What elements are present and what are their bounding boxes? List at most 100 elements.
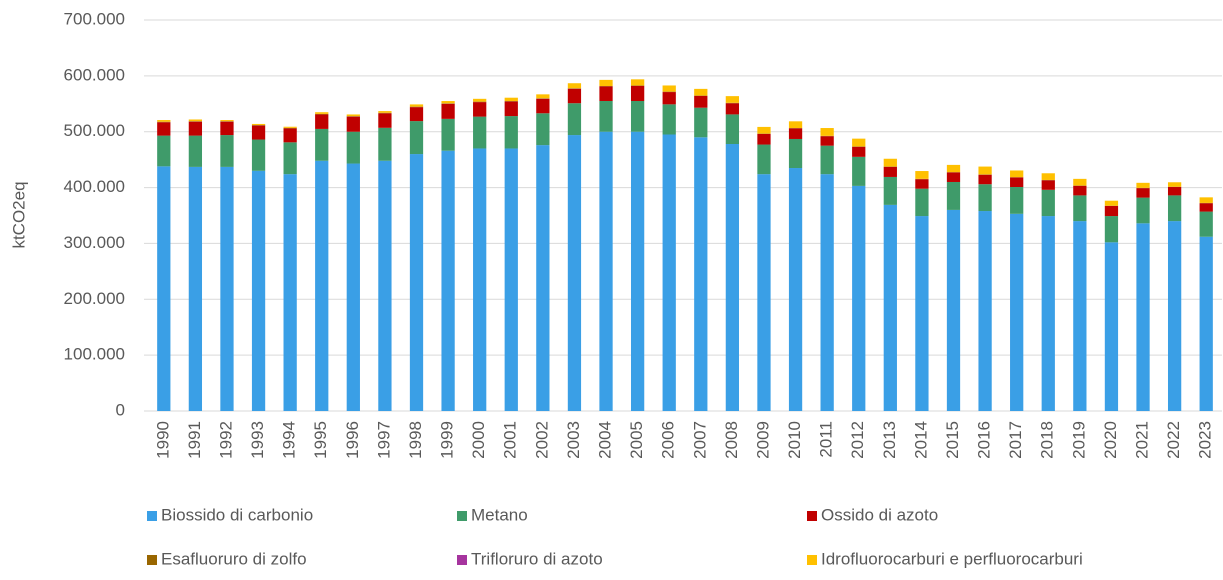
legend-label: Ossido di azoto	[821, 505, 938, 524]
bar-segment	[378, 128, 391, 161]
bar-segment	[789, 168, 802, 411]
bar-segment	[315, 112, 328, 114]
bar-segment	[915, 189, 928, 216]
bar-segment	[157, 136, 170, 167]
bar-segment	[505, 116, 518, 148]
y-tick-label: 700.000	[64, 9, 125, 28]
bar-segment	[410, 121, 423, 154]
bar-segment	[473, 148, 486, 411]
bar-segment	[473, 102, 486, 117]
bar-segment	[378, 111, 391, 113]
bar-segment	[220, 135, 233, 167]
bar-segment	[663, 104, 676, 134]
x-tick-label: 2015	[943, 421, 962, 459]
x-tick-label: 2017	[1006, 421, 1025, 459]
bar-segment	[757, 134, 770, 145]
x-tick-label: 2003	[564, 421, 583, 459]
legend-swatch	[147, 511, 157, 521]
bar-segment	[347, 132, 360, 164]
bar-segment	[473, 117, 486, 149]
bar-segment	[220, 167, 233, 411]
x-tick-label: 2023	[1196, 421, 1215, 459]
bar-segment	[220, 122, 233, 135]
bar-segment	[252, 124, 265, 125]
legend-swatch	[807, 555, 817, 565]
bar-segment	[978, 175, 991, 184]
bar-segment	[694, 96, 707, 108]
bar-segment	[789, 139, 802, 168]
bar-segment	[536, 145, 549, 411]
bar-segment	[1105, 216, 1118, 242]
y-tick-label: 500.000	[64, 121, 125, 140]
bar-segment	[505, 98, 518, 101]
bar-segment	[1168, 187, 1181, 195]
bar-segment	[378, 161, 391, 411]
bar-segment	[1200, 212, 1213, 237]
x-tick-label: 2019	[1069, 421, 1088, 459]
x-tick-label: 2018	[1038, 421, 1057, 459]
x-tick-label: 2011	[817, 421, 836, 458]
x-tick-label: 2022	[1164, 421, 1183, 459]
bar-segment	[284, 142, 297, 174]
bar-segment	[599, 86, 612, 101]
bar-segment	[1042, 180, 1055, 189]
bar-segment	[726, 96, 739, 103]
bar-segment	[1136, 198, 1149, 224]
y-tick-label: 400.000	[64, 177, 125, 196]
bar-segment	[315, 114, 328, 129]
y-tick-label: 200.000	[64, 289, 125, 308]
bar-segment	[852, 139, 865, 147]
bar-segment	[189, 119, 202, 121]
legend-swatch	[807, 511, 817, 521]
bar-segment	[631, 79, 644, 85]
bar-segment	[568, 83, 581, 88]
legend-label: Idrofluorocarburi e perfluorocarburi	[821, 549, 1083, 568]
bar-segment	[157, 120, 170, 122]
bar-segment	[947, 182, 960, 210]
y-tick-label: 300.000	[64, 233, 125, 252]
x-tick-label: 2021	[1133, 421, 1152, 459]
bar-segment	[599, 80, 612, 86]
bar-segment	[347, 164, 360, 411]
bar-segment	[631, 132, 644, 411]
bar-segment	[1010, 178, 1023, 187]
bar-segment	[441, 151, 454, 411]
legend-swatch	[147, 555, 157, 565]
x-tick-label: 2005	[627, 421, 646, 459]
x-tick-label: 2008	[722, 421, 741, 459]
bar-segment	[757, 127, 770, 134]
bar-segment	[315, 161, 328, 411]
x-tick-label: 1997	[374, 421, 393, 459]
bar-segment	[441, 119, 454, 151]
bar-segment	[1136, 183, 1149, 188]
x-tick-label: 2004	[596, 421, 615, 459]
bar-segment	[410, 104, 423, 106]
bar-segment	[599, 101, 612, 132]
bar-segment	[1073, 186, 1086, 195]
x-tick-label: 1990	[153, 421, 172, 459]
bar-segment	[631, 86, 644, 101]
legend-label: Metano	[471, 505, 528, 524]
bar-segment	[694, 89, 707, 96]
bar-segment	[631, 101, 644, 132]
x-tick-label: 2020	[1101, 421, 1120, 459]
y-tick-label: 100.000	[64, 345, 125, 364]
x-tick-label: 1998	[406, 421, 425, 459]
x-tick-label: 2006	[659, 421, 678, 459]
bar-segment	[220, 120, 233, 121]
y-tick-label: 600.000	[64, 65, 125, 84]
bar-segment	[189, 167, 202, 411]
bar-segment	[1042, 173, 1055, 180]
bar-segment	[1010, 187, 1023, 214]
bar-segment	[884, 167, 897, 177]
bar-segment	[947, 172, 960, 181]
x-tick-label: 2013	[880, 421, 899, 459]
bar-segment	[1168, 182, 1181, 186]
bar-segment	[568, 135, 581, 411]
bar-segment	[189, 122, 202, 136]
bar-segment	[284, 128, 297, 142]
bar-segment	[852, 157, 865, 186]
bar-segment	[1073, 179, 1086, 186]
bar-segment	[599, 132, 612, 411]
